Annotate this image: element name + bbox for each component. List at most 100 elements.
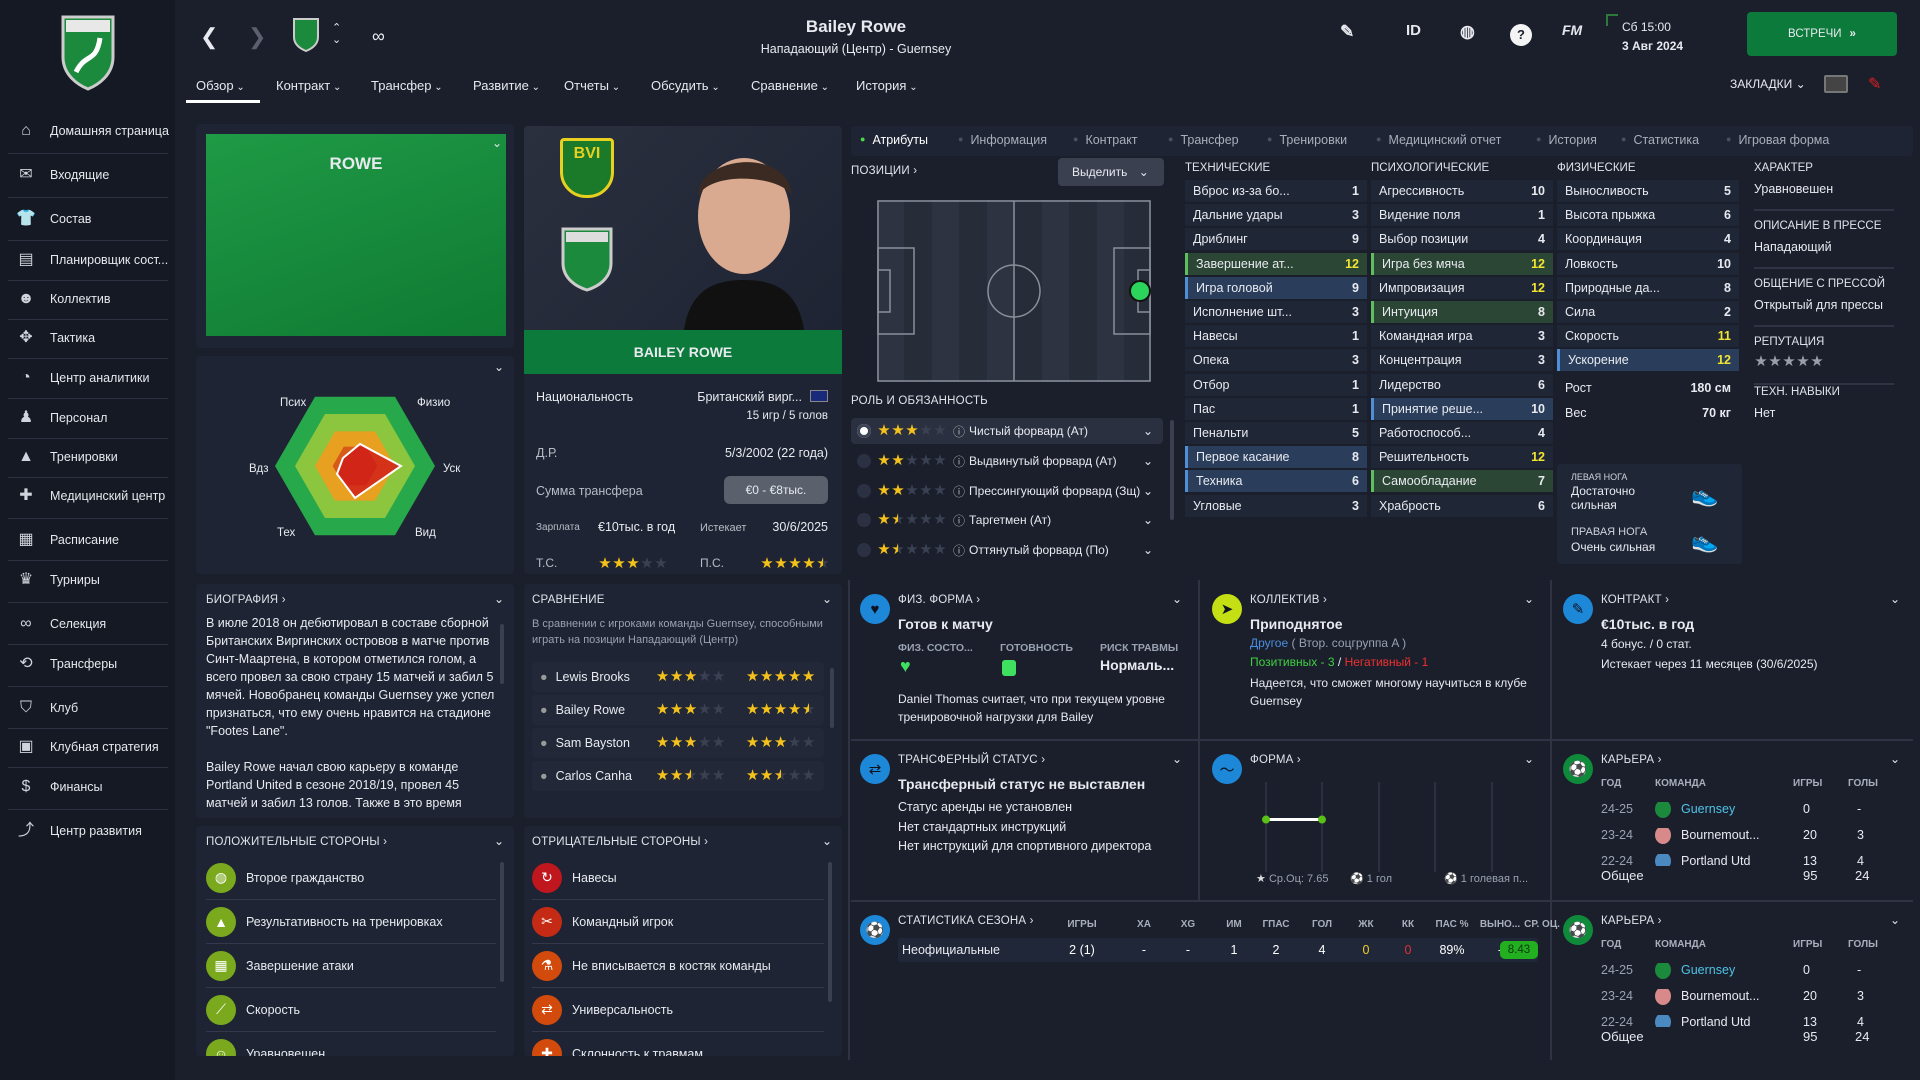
back-button[interactable]: ❮: [200, 24, 219, 49]
positions-link[interactable]: ПОЗИЦИИ ›: [851, 165, 918, 177]
position-marker-st[interactable]: [1129, 280, 1151, 302]
fm-button[interactable]: FM: [1562, 22, 1583, 38]
chevron-down-icon[interactable]: ⌄: [1523, 752, 1534, 766]
transfer-title[interactable]: ТРАНСФЕРНЫЙ СТАТУС ›: [898, 754, 1046, 766]
attribute-row[interactable]: Игра головой 9: [1185, 276, 1367, 299]
strength-item[interactable]: ▲ Результативность на тренировках: [206, 900, 496, 944]
info-icon[interactable]: ⓘ: [953, 484, 966, 499]
role-row[interactable]: ★★★★★ ⓘ Прессингующий форвард (Зщ) ⌄: [851, 478, 1163, 504]
weakness-item[interactable]: ✚ Склонность к травмам: [532, 1032, 824, 1056]
roles-scrollbar[interactable]: [1170, 420, 1174, 520]
sidebar-item[interactable]: ♟ Персонал: [0, 401, 175, 435]
chevron-down-icon[interactable]: ⌄: [1889, 592, 1900, 606]
strength-item[interactable]: ▦ Завершение атаки: [206, 944, 496, 988]
monitor-icon[interactable]: [1824, 75, 1848, 93]
sidebar-item[interactable]: 👕 Состав: [0, 202, 175, 236]
subtab-6[interactable]: История: [1536, 133, 1596, 147]
career-row[interactable]: 23-24 Bournemout... 20 3: [1563, 828, 1903, 850]
attribute-row[interactable]: Угловые 3: [1185, 494, 1367, 517]
chevron-down-icon[interactable]: ⌄: [1889, 752, 1900, 766]
sidebar-item[interactable]: ✥ Тактика: [0, 321, 175, 355]
sidebar-item[interactable]: ▣ Клубная стратегия: [0, 730, 175, 764]
attribute-row[interactable]: Исполнение шт... 3: [1185, 301, 1367, 323]
season-stats-row[interactable]: [898, 938, 1538, 962]
strengths-scrollbar[interactable]: [500, 862, 504, 982]
chevron-down-icon[interactable]: ⌄: [1171, 752, 1182, 766]
bookmarks-button[interactable]: ЗАКЛАДКИ ⌄: [1730, 77, 1806, 91]
chevron-down-icon[interactable]: ⌄: [493, 834, 504, 848]
sidebar-item[interactable]: $ Финансы: [0, 770, 175, 804]
career-row[interactable]: 22-24 Portland Utd 13 4: [1563, 1015, 1903, 1027]
attribute-row[interactable]: Скорость 11: [1557, 325, 1739, 348]
continue-button[interactable]: ВСТРЕЧИ »: [1747, 12, 1897, 56]
subtab-0[interactable]: Атрибуты: [860, 133, 928, 147]
subtab-1[interactable]: Информация: [958, 133, 1047, 147]
career-row[interactable]: 23-24 Bournemout... 20 3: [1563, 989, 1903, 1011]
attribute-row[interactable]: Координация 4: [1557, 228, 1739, 251]
forward-button[interactable]: ❯: [248, 24, 267, 49]
info-icon[interactable]: ⓘ: [953, 454, 966, 469]
career-row[interactable]: 24-25 Guernsey 0 -: [1563, 802, 1903, 824]
chevron-down-icon[interactable]: ⌄: [493, 592, 504, 606]
attribute-row[interactable]: Работоспособ... 4: [1371, 422, 1553, 444]
red-pencil-icon[interactable]: ✎: [1868, 76, 1882, 93]
form-point[interactable]: [1318, 815, 1326, 824]
biography-title[interactable]: БИОГРАФИЯ ›: [206, 594, 286, 606]
chevron-down-icon[interactable]: ⌄: [1523, 592, 1534, 606]
role-row[interactable]: ★★★★★ ⓘ Таргетмен (Ат) ⌄: [851, 507, 1163, 533]
attribute-row[interactable]: Игра без мяча 12: [1371, 252, 1553, 275]
chevron-down-icon[interactable]: ⌄: [1889, 913, 1900, 927]
attribute-row[interactable]: Концентрация 3: [1371, 349, 1553, 372]
tab-4[interactable]: Отчеты: [564, 78, 620, 93]
comparison-row[interactable]: ● Lewis Brooks ★★★★★ ★★★★★: [532, 662, 824, 692]
form-title[interactable]: ФОРМА ›: [1250, 754, 1301, 766]
role-radio[interactable]: [857, 543, 871, 557]
sidebar-item[interactable]: ☻ Коллектив: [0, 282, 175, 316]
attribute-row[interactable]: Решительность 12: [1371, 446, 1553, 469]
squad-title[interactable]: КОЛЛЕКТИВ ›: [1250, 594, 1328, 606]
comparison-row[interactable]: ● Sam Bayston ★★★★★ ★★★★★: [532, 728, 824, 758]
sidebar-item[interactable]: ♛ Турниры: [0, 563, 175, 597]
edit-pencil-icon[interactable]: ✎: [1340, 22, 1355, 41]
chevron-down-icon[interactable]: ⌄: [1142, 454, 1153, 468]
chevron-down-icon[interactable]: ⌄: [1142, 424, 1153, 438]
attribute-row[interactable]: Навесы 1: [1185, 325, 1367, 348]
career-row[interactable]: 22-24 Portland Utd 13 4: [1563, 854, 1903, 866]
weaknesses-title[interactable]: ОТРИЦАТЕЛЬНЫЕ СТОРОНЫ ›: [532, 836, 709, 848]
tab-7[interactable]: История: [856, 78, 918, 93]
transfer-fee-tag[interactable]: €0 - €8тыс.: [724, 476, 828, 504]
attribute-row[interactable]: Пенальти 5: [1185, 422, 1367, 444]
sidebar-item[interactable]: ✉ Входящие: [0, 158, 175, 192]
game-date[interactable]: Сб 15:00 3 Авг 2024: [1622, 18, 1683, 56]
binoculars-icon[interactable]: ∞: [372, 26, 385, 46]
comparison-scrollbar[interactable]: [830, 668, 834, 728]
attribute-row[interactable]: Храбрость 6: [1371, 494, 1553, 517]
weakness-item[interactable]: ↻ Навесы: [532, 856, 824, 900]
contract-title[interactable]: КОНТРАКТ ›: [1601, 594, 1670, 606]
attribute-row[interactable]: Принятие реше... 10: [1371, 397, 1553, 420]
attribute-row[interactable]: Видение поля 1: [1371, 204, 1553, 227]
attribute-row[interactable]: Вброс из-за бо... 1: [1185, 180, 1367, 202]
id-button[interactable]: ID: [1406, 22, 1421, 39]
chevron-down-icon[interactable]: ⌄: [491, 136, 502, 150]
weakness-item[interactable]: ⇄ Универсальность: [532, 988, 824, 1032]
sidebar-item[interactable]: ▤ Планировщик сост...: [0, 243, 175, 277]
attribute-row[interactable]: Техника 6: [1185, 470, 1367, 493]
club-logo[interactable]: [58, 12, 118, 92]
attribute-row[interactable]: Природные да... 8: [1557, 276, 1739, 299]
career-title[interactable]: КАРЬЕРА ›: [1601, 915, 1662, 927]
weakness-item[interactable]: ✂ Командный игрок: [532, 900, 824, 944]
tab-2[interactable]: Трансфер: [371, 78, 443, 93]
attribute-row[interactable]: Лидерство 6: [1371, 373, 1553, 396]
tab-3[interactable]: Развитие: [473, 78, 540, 93]
tab-1[interactable]: Контракт: [276, 78, 341, 93]
subtab-3[interactable]: Трансфер: [1168, 133, 1238, 147]
comparison-row[interactable]: ● Carlos Canha ★★★★★ ★★★★★: [532, 761, 824, 791]
season-stats-title[interactable]: СТАТИСТИКА СЕЗОНА ›: [898, 915, 1034, 927]
sidebar-item[interactable]: ◔ Центр аналитики: [0, 361, 175, 395]
role-row[interactable]: ★★★★★ ⓘ Выдвинутый форвард (Ат) ⌄: [851, 448, 1163, 474]
subtab-5[interactable]: Медицинский отчет: [1376, 133, 1501, 147]
chevron-down-icon[interactable]: ⌄: [1142, 543, 1153, 557]
fitness-title[interactable]: ФИЗ. ФОРМА ›: [898, 594, 981, 606]
info-icon[interactable]: ⓘ: [953, 543, 966, 558]
